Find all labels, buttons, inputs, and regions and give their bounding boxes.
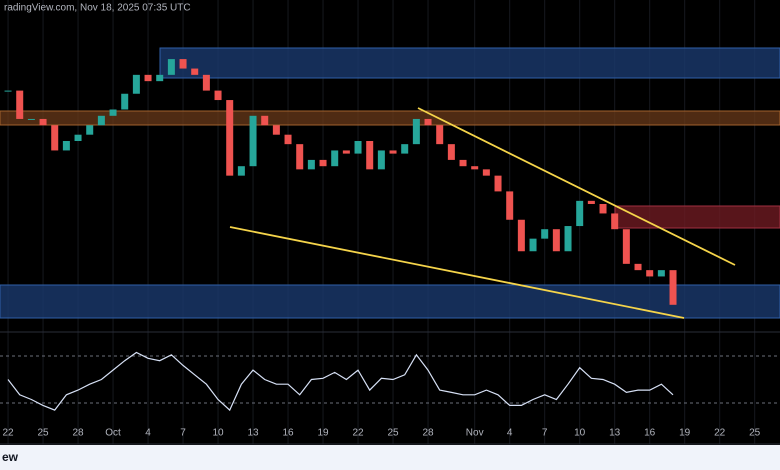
candle: [599, 204, 607, 214]
candle: [331, 150, 339, 167]
candle: [447, 144, 455, 160]
candle: [587, 200, 595, 204]
footer-text: ew: [2, 450, 19, 464]
lower-trendline: [229, 226, 685, 319]
candle: [471, 166, 479, 170]
x-tick-label: 28: [422, 428, 434, 439]
candle: [167, 59, 175, 75]
candle: [16, 90, 24, 119]
x-tick-label: 28: [72, 428, 84, 439]
candle: [377, 150, 385, 170]
candle: [494, 175, 502, 192]
candle: [121, 93, 129, 110]
candle: [214, 90, 222, 101]
candle: [482, 169, 490, 176]
candle: [132, 74, 140, 94]
candle: [97, 115, 105, 126]
candle: [657, 270, 665, 277]
candle: [319, 159, 327, 167]
candle: [634, 263, 642, 271]
candle: [436, 125, 444, 145]
candle: [156, 74, 164, 82]
demand-zone: [0, 284, 780, 319]
candle: [39, 118, 47, 126]
candle: [552, 229, 560, 252]
candle: [541, 229, 549, 239]
x-tick-label: 22: [2, 428, 14, 439]
candle: [62, 141, 70, 151]
marks: [0, 59, 780, 412]
x-tick-label: 10: [574, 428, 586, 439]
rsi-line: [7, 351, 674, 412]
candle: [412, 118, 420, 145]
candle: [459, 159, 467, 167]
candle: [401, 144, 409, 154]
candle: [506, 191, 514, 220]
x-tick-label: 16: [644, 428, 656, 439]
candle: [646, 270, 654, 277]
x-tick-label: 25: [37, 428, 49, 439]
x-tick-label: 7: [180, 428, 186, 439]
candle: [611, 213, 619, 230]
x-tick-label: 13: [247, 428, 259, 439]
x-tick-label: 22: [352, 428, 364, 439]
candle: [237, 166, 245, 176]
x-tick-label: 7: [542, 428, 548, 439]
candle: [74, 134, 82, 141]
candle: [86, 125, 94, 135]
x-tick-label: Oct: [105, 428, 121, 439]
candle: [529, 238, 537, 252]
candle: [354, 141, 362, 154]
candle: [389, 150, 397, 154]
candle: [517, 219, 525, 252]
candle: [576, 200, 584, 227]
candle: [564, 226, 572, 252]
candle: [261, 115, 269, 126]
candle: [342, 150, 350, 154]
candle: [284, 134, 292, 145]
x-tick-label: 19: [317, 428, 329, 439]
candle: [202, 74, 210, 91]
x-tick-label: 22: [714, 428, 726, 439]
candle: [144, 74, 152, 82]
header-text: radingView.com, Nov 18, 2025 07:35 UTC: [4, 3, 191, 14]
candle: [622, 229, 630, 264]
candle: [226, 100, 234, 176]
candle: [27, 118, 35, 120]
x-tick-label: 10: [212, 428, 224, 439]
upper-trendline: [417, 107, 736, 266]
x-tick-label: Nov: [466, 428, 484, 439]
resistance-band: [0, 110, 780, 126]
x-tick-label: 25: [749, 428, 761, 439]
candle: [424, 118, 432, 126]
candle: [669, 270, 677, 305]
x-tick-label: 4: [507, 428, 513, 439]
candle: [307, 159, 315, 170]
x-tick-label: 19: [679, 428, 691, 439]
candle: [109, 109, 117, 116]
x-tick-label: 4: [145, 428, 151, 439]
candle: [272, 125, 280, 135]
x-tick-label: 25: [387, 428, 399, 439]
candle: [191, 68, 199, 75]
candle: [51, 125, 59, 151]
footer-bar: [0, 445, 780, 470]
x-tick-label: 13: [609, 428, 621, 439]
x-tick-label: 16: [282, 428, 294, 439]
candle: [249, 115, 257, 167]
candle: [366, 141, 374, 170]
candle: [4, 90, 12, 92]
supply-zone: [159, 47, 780, 79]
candle: [179, 59, 187, 69]
candle: [296, 144, 304, 170]
